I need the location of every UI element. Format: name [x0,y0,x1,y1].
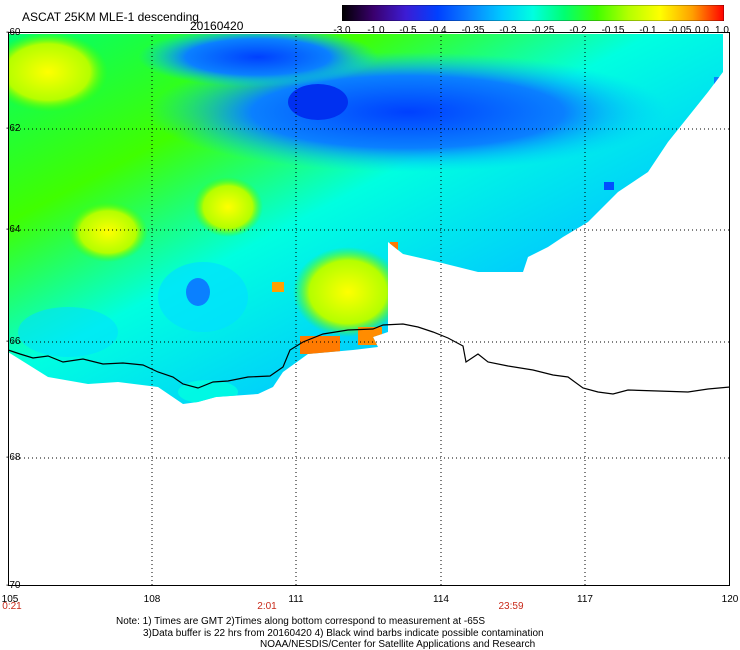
swath-low-band [138,34,378,87]
swath-low-core [288,84,348,120]
colorbar-label: 0.0 [695,25,709,36]
lon-label: 111 [288,594,304,605]
footnote-line-3: NOAA/NESDIS/Center for Satellite Applica… [260,639,536,650]
colorbar [341,4,725,22]
lon-label: 105 [1,594,19,605]
colorbar-label: -0.1 [639,25,657,36]
plot-frame [8,32,730,586]
colorbar-label: -0.15 [601,25,625,36]
swath-data [8,34,723,404]
colorbar-label: -0.25 [531,25,555,36]
swath-orange-cell [390,242,398,252]
time-label: 23:59 [498,601,524,612]
lat-label: -64 [6,224,21,235]
time-label: 0:21 [2,601,22,612]
map-title: ASCAT 25KM MLE-1 descending [22,10,199,24]
colorbar-label: -0.2 [569,25,587,36]
map-plot [8,32,730,586]
lat-label: -68 [6,452,21,463]
swath-orange-cell [300,336,340,354]
colorbar-label: -0.5 [399,25,417,36]
lon-label: 117 [577,594,593,605]
colorbar-fill [341,4,725,22]
graticule [8,32,730,586]
footnote-line-2: 3)Data buffer is 22 hrs from 20160420 4)… [143,628,544,639]
antarctic-coastline [8,323,730,395]
map-date: 20160420 [190,19,244,33]
lat-label: -60 [6,27,21,38]
colorbar-label: -0.05 [668,25,692,36]
colorbar-labels: -3.0 -1.0 -0.5 -0.4 -0.35 -0.3 -0.25 -0.… [330,25,730,39]
swath-high-patch [193,177,263,237]
colorbar-label: -0.3 [499,25,517,36]
colorbar-label: -0.35 [461,25,485,36]
swath-low-core [186,278,210,306]
lon-label: 114 [433,594,449,605]
colorbar-gradient [341,4,725,22]
swath-cyan-patch [18,307,118,357]
lat-label: -66 [6,336,21,347]
time-label: 2:01 [257,601,277,612]
footnote-line-1: Note: 1) Times are GMT 2)Times along bot… [116,616,486,627]
colorbar-label: -3.0 [333,25,351,36]
lat-label: -70 [6,580,21,591]
lon-label: 108 [143,594,161,605]
colorbar-label: -1.0 [367,25,385,36]
lat-label: -62 [6,123,21,134]
colorbar-label: -0.4 [429,25,447,36]
swath-blue-cell [604,182,614,190]
colorbar-label: 1.0 [715,25,729,36]
swath-high-patch [8,34,108,112]
lon-label: 120 [721,594,739,605]
swath-high-patch [293,247,403,337]
swath-blue-cell [714,77,722,85]
swath-orange-cell [272,282,284,292]
swath-high-patch [68,202,148,262]
